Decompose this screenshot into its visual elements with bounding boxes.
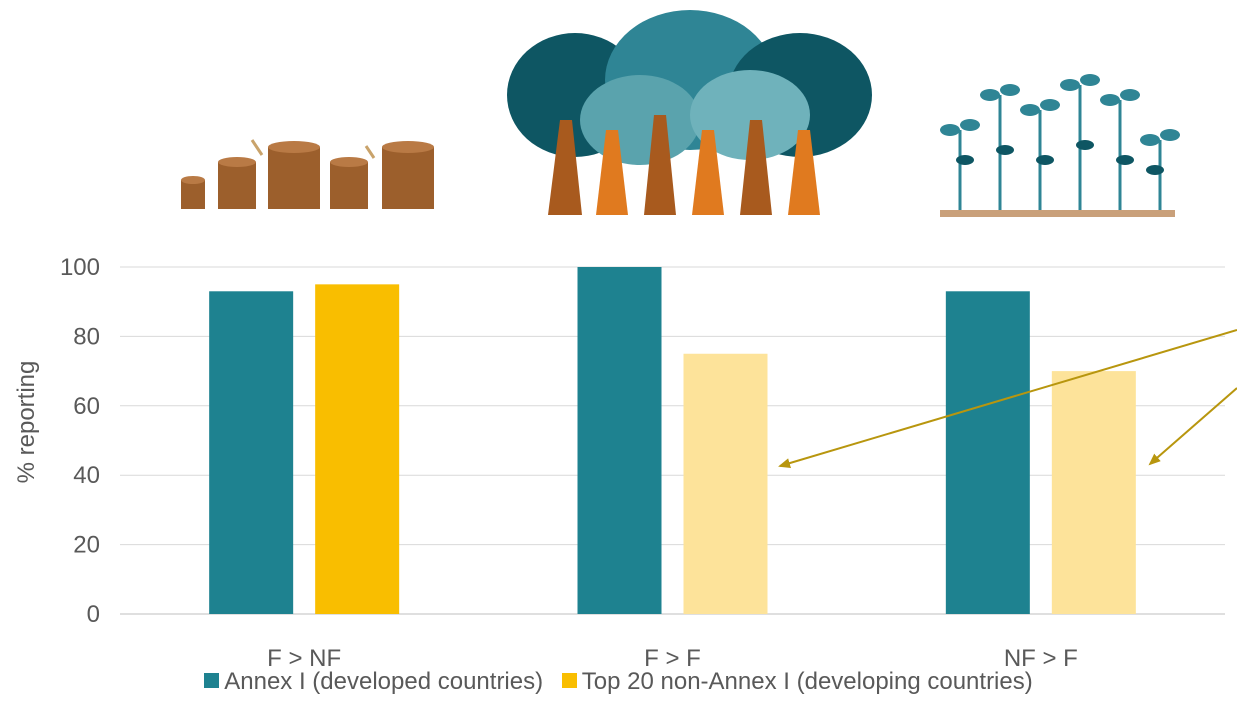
annotation-arrow [778,329,1237,468]
bar [683,353,768,614]
bar [577,267,662,614]
legend-item: Top 20 non-Annex I (developing countries… [561,668,1033,696]
bars [209,267,1136,614]
bar [315,284,400,614]
legend-swatch [561,673,577,688]
y-tick-label: 60 [73,393,100,420]
x-tick-label: F > NF [267,645,341,672]
legend-label: Top 20 non-Annex I (developing countries… [581,668,1033,695]
legend-swatch [204,673,220,688]
y-tick-label: 0 [87,601,100,628]
y-axis-title: % reporting [13,361,40,484]
legend: Annex I (developed countries) Top 20 non… [0,668,1237,696]
y-axis-ticks: 0 20 40 60 80 100 [60,254,100,628]
annotation-arrows [778,329,1237,468]
y-tick-label: 40 [73,462,100,489]
bar [945,291,1030,614]
y-tick-label: 100 [60,254,100,281]
bar [1051,371,1136,614]
forest-trees-icon [507,10,872,215]
legend-item: Annex I (developed countries) [204,668,543,696]
gridlines [120,266,1225,615]
x-tick-label: F > F [644,645,701,672]
y-tick-label: 80 [73,323,100,350]
y-tick-label: 20 [73,532,100,559]
legend-label: Annex I (developed countries) [224,668,544,695]
bar [209,291,294,614]
annotation-arrow [1148,387,1237,466]
tree-stumps-icon [181,139,434,209]
seedlings-icon [940,74,1180,217]
x-axis-ticks: F > NF F > F NF > F [267,645,1078,672]
x-tick-label: NF > F [1004,645,1078,672]
